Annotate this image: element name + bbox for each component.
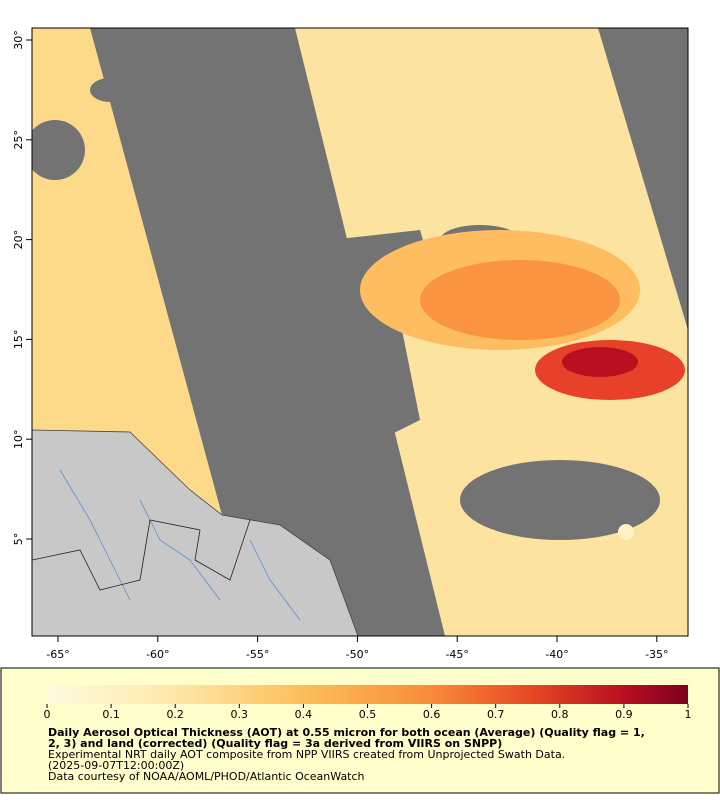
aerosol-plume xyxy=(562,347,638,377)
aerosol-plume xyxy=(420,260,620,340)
colorbar-tick-label: 0.9 xyxy=(615,708,633,721)
x-tick-label: -65° xyxy=(46,648,69,661)
caption-line: Experimental NRT daily AOT composite fro… xyxy=(48,748,565,761)
y-tick-label: 30° xyxy=(12,30,25,50)
x-tick-label: -35° xyxy=(645,648,668,661)
colorbar-tick-label: 0.8 xyxy=(551,708,569,721)
missing-area xyxy=(460,460,660,540)
y-tick-label: 25° xyxy=(12,130,25,150)
map-frame xyxy=(31,27,689,637)
colorbar-tick-label: 0.7 xyxy=(487,708,505,721)
colorbar xyxy=(47,685,688,704)
missing-area xyxy=(90,78,130,102)
land xyxy=(32,429,359,636)
colorbar-tick-label: 0 xyxy=(44,708,51,721)
caption-title: Daily Aerosol Optical Thickness (AOT) at… xyxy=(48,726,645,739)
x-tick-label: -55° xyxy=(246,648,269,661)
y-tick-label: 20° xyxy=(12,230,25,250)
y-tick-label: 5° xyxy=(12,533,25,546)
colorbar-tick-label: 0.4 xyxy=(295,708,313,721)
colorbar-tick-label: 0.2 xyxy=(166,708,184,721)
y-tick-label: 10° xyxy=(12,429,25,449)
x-tick-label: -60° xyxy=(146,648,169,661)
border xyxy=(32,519,251,591)
x-tick-label: -45° xyxy=(445,648,468,661)
aerosol-spot xyxy=(618,524,634,540)
missing-area xyxy=(32,120,85,180)
x-tick-label: -40° xyxy=(545,648,568,661)
colorbar-tick-label: 0.6 xyxy=(423,708,441,721)
caption-line: Data courtesy of NOAA/AOML/PHOD/Atlantic… xyxy=(48,770,365,783)
y-tick-label: 15° xyxy=(12,330,25,350)
colorbar-tick-label: 0.5 xyxy=(359,708,377,721)
caption-line: (2025-09-07T12:00:00Z) xyxy=(48,759,184,772)
river xyxy=(249,539,301,621)
caption-title: 2, 3) and land (corrected) (Quality flag… xyxy=(48,737,502,750)
colorbar-tick-label: 1 xyxy=(685,708,692,721)
map-area xyxy=(32,28,688,636)
x-tick-label: -50° xyxy=(346,648,369,661)
colorbar-tick-label: 0.1 xyxy=(102,708,120,721)
river xyxy=(59,469,131,601)
colorbar-tick-label: 0.3 xyxy=(231,708,249,721)
